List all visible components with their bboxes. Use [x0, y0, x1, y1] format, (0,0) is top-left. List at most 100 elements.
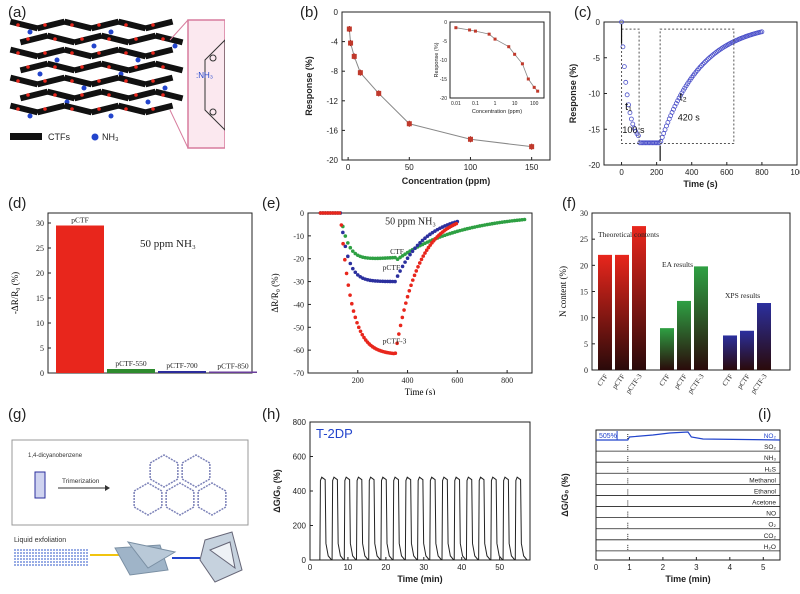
red-dot [97, 23, 101, 27]
x-tick-label: 2 [661, 563, 666, 572]
x-axis-label: Time (min) [397, 574, 442, 584]
exfoliation-illustration [14, 531, 243, 583]
red-dot [151, 107, 155, 111]
series-point [355, 320, 359, 325]
series-point [405, 256, 410, 261]
nh3-dot [27, 29, 33, 35]
panel-label-i: (i) [758, 406, 772, 423]
data-point [626, 102, 631, 108]
bar [107, 369, 155, 373]
series-point [390, 279, 395, 284]
bar [598, 254, 612, 370]
y-tick-label: -60 [293, 346, 304, 355]
y-tick-label: 200 [293, 522, 307, 531]
data-point [628, 116, 634, 122]
bar-category-label: pCTF [673, 372, 689, 390]
trimerization-label: Trimerization [62, 478, 100, 485]
y-tick-label: 0 [584, 366, 588, 375]
red-dot [43, 79, 47, 83]
series-point [423, 236, 427, 241]
ctf-hexagon-structure [204, 39, 225, 131]
ctf-sheet [73, 60, 103, 74]
series-point [403, 260, 407, 264]
ctf-sheet [117, 74, 147, 88]
x-tick-label: 100 [790, 168, 800, 177]
panel-e: (e) 0 -10 -20 -30 -40 -50 -60 -70 200 400 600 800 Ti… [262, 195, 542, 395]
x-tick-label: 40 [457, 563, 466, 572]
series-point [337, 211, 342, 215]
red-dot [134, 37, 138, 41]
series-point [343, 244, 348, 249]
inset-x-tick-label: 0.1 [472, 101, 479, 107]
x-tick-label: 4 [728, 563, 733, 572]
inset-x-tick-label: 1 [494, 101, 497, 107]
series-label: CO₂ [764, 533, 777, 540]
series-point [398, 323, 403, 328]
series-point [353, 270, 358, 275]
y-tick-label: -5 [593, 54, 601, 63]
t2-value: 420 s [678, 113, 701, 123]
data-point [708, 53, 714, 59]
data-point [351, 53, 357, 59]
panel-b: (b) 0 -4 -8 -12 -16 -20 0 50 100 150 Concentration… [300, 0, 562, 195]
y-tick-label: 15 [36, 294, 44, 303]
ctf-sheet [127, 88, 157, 102]
bar [740, 330, 754, 370]
series-point [350, 301, 354, 306]
plot-frame [341, 11, 551, 161]
ctf-sheet [9, 102, 39, 116]
panel-d: (d) 0 5 10 15 20 25 30 -ΔR/R₀ (%) 50 ppm NH₃ pCTF… [0, 195, 270, 395]
y-tick-label: 20 [36, 269, 44, 278]
data-point [623, 79, 629, 85]
nh3-dot [135, 57, 141, 63]
y-tick-label: -12 [326, 97, 338, 106]
series-point [400, 315, 405, 320]
red-dot [97, 107, 101, 111]
ctf-sheet [63, 102, 93, 116]
framework-structure [133, 454, 227, 516]
x-tick-label: 3 [694, 563, 699, 572]
exfoliation-label: Liquid exfoliation [14, 537, 66, 544]
y-tick-label: 25 [580, 235, 588, 244]
y-tick-label: 20 [580, 261, 588, 270]
y-tick-label: 0 [596, 18, 601, 27]
series-point [412, 273, 417, 278]
inset-x-tick-label: 100 [530, 101, 539, 107]
y-tick-label: -15 [588, 125, 600, 134]
annotation: 50 ppm NH₃ [385, 216, 436, 227]
y-axis-label: -ΔR/R₀ (%) [10, 272, 20, 314]
nh3-dot [172, 43, 178, 49]
monomer-label: 1,4-dicyanobenzene [28, 453, 83, 459]
data-point [707, 54, 713, 60]
series-label: NH₃ [764, 455, 776, 462]
y-axis-label: Response (%) [304, 56, 314, 116]
y-tick-label: 0 [300, 209, 304, 218]
nh3-dot [54, 57, 60, 63]
data-point [661, 131, 667, 136]
inset-y-tick-label: -15 [440, 77, 447, 83]
ctf-sheet [154, 32, 184, 46]
ctf-sheet [127, 32, 157, 46]
x-tick-label: 20 [381, 563, 390, 572]
y-tick-label: -40 [293, 300, 304, 309]
y-tick-label: -50 [293, 323, 304, 332]
red-dot [161, 93, 165, 97]
series-point [341, 241, 345, 246]
panel-label-c: (c) [574, 4, 592, 21]
annotation: 50 ppm NH₃ [140, 238, 196, 250]
x-tick-label: 200 [650, 168, 664, 177]
nh3-legend-dot [91, 133, 99, 141]
chart-i: 0 1 2 3 4 5 Time (min) ΔG/G₀ (%) 505% NO₂ SO₂ NH₃ H₂… [560, 429, 781, 584]
nh3-tag: :NH₃ [196, 71, 213, 80]
red-dot [43, 51, 47, 55]
data-point [701, 60, 707, 66]
ctf-sheet [73, 88, 103, 102]
framework-ring [133, 482, 163, 516]
series-point [341, 230, 345, 235]
series-label: pCTF-3 [383, 336, 407, 345]
data-point [376, 90, 382, 96]
series-point [414, 269, 419, 273]
data-point [676, 95, 682, 101]
ctf-sheet [90, 46, 120, 60]
